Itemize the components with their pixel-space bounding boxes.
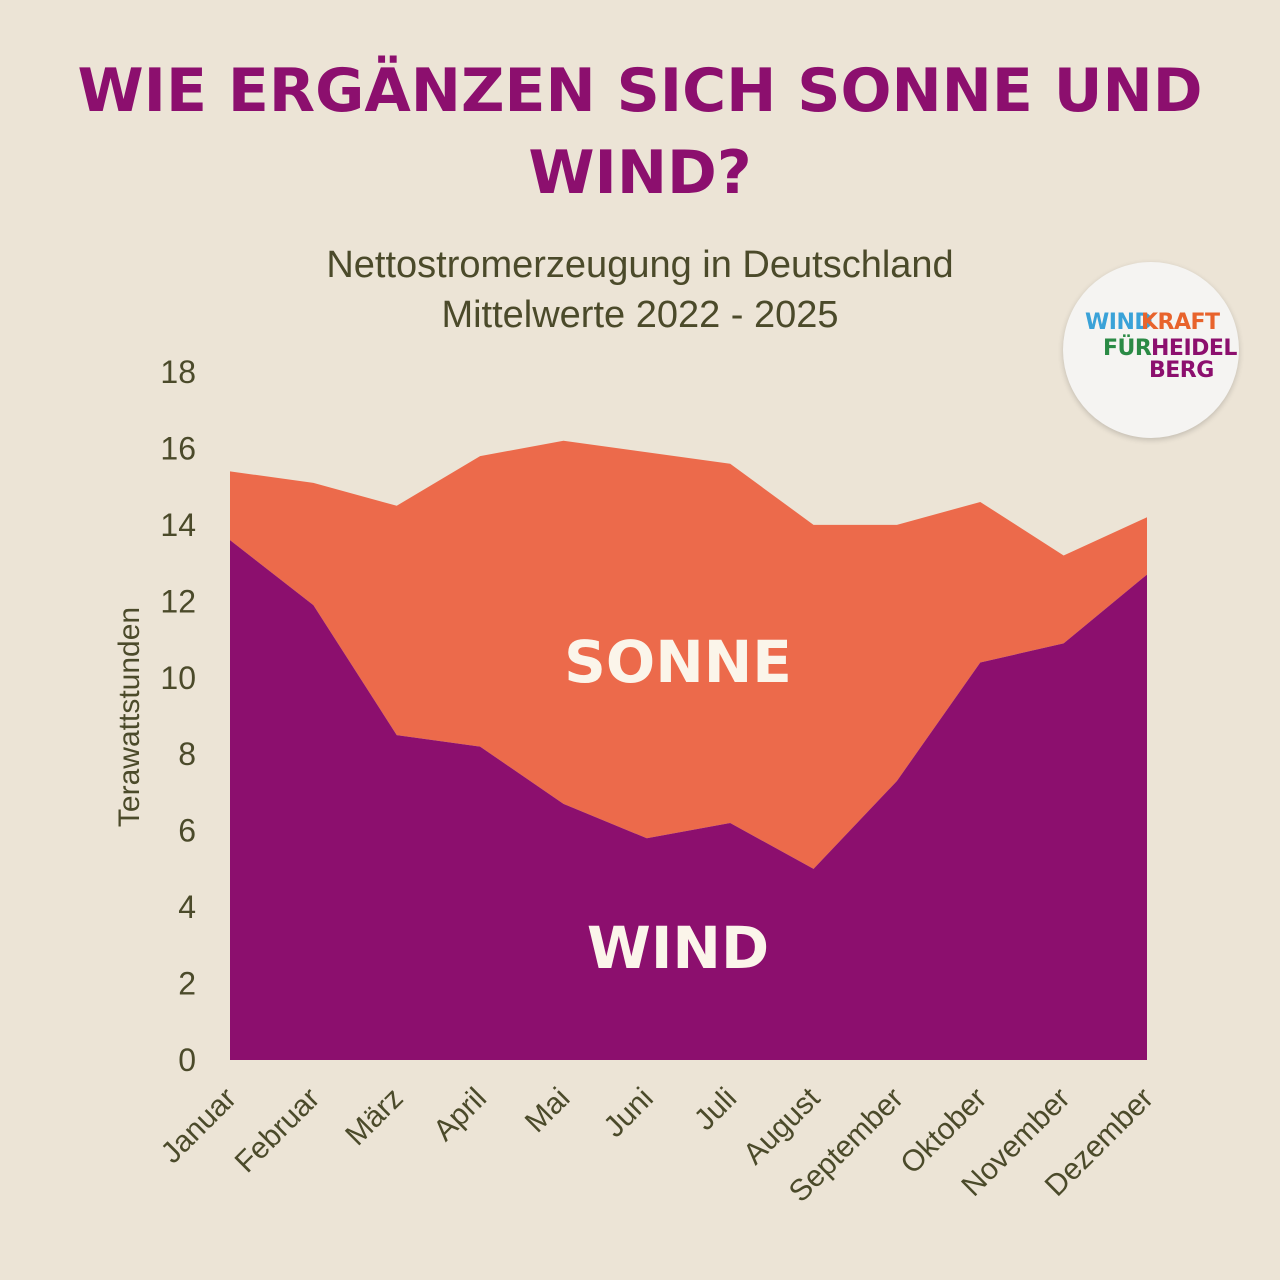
x-tick-label: März: [339, 1082, 409, 1152]
wind-area-label: WIND: [587, 914, 769, 982]
x-tick-label: Juli: [688, 1082, 743, 1137]
y-tick-label: 16: [160, 430, 196, 466]
x-tick-label: Februar: [229, 1082, 327, 1180]
x-tick-label: April: [427, 1082, 493, 1148]
sonne-area: [230, 440, 1147, 869]
sonne-area-label: SONNE: [564, 628, 792, 696]
y-axis-label: Terawattstunden: [113, 607, 146, 827]
logo-text-berg: BERG: [1149, 358, 1214, 383]
chart-subtitle-line-2: Mittelwerte 2022 - 2025: [441, 294, 839, 336]
y-tick-label: 14: [160, 507, 196, 543]
chart-title: WIE ERGÄNZEN SICH SONNE UND WIND?: [77, 56, 1203, 208]
y-axis-ticks: 0 2 4 6 8 10 12 14 16 18: [160, 354, 196, 1078]
x-tick-label: Juni: [598, 1082, 660, 1144]
y-tick-label: 2: [178, 966, 196, 1002]
y-tick-label: 18: [160, 354, 196, 390]
wind-area: [230, 540, 1147, 1060]
logo-text-kraft: KRAFT: [1141, 310, 1220, 335]
chart-areas: [230, 440, 1147, 1060]
y-tick-label: 8: [178, 736, 196, 772]
y-tick-label: 4: [178, 889, 196, 925]
logo-text-wind: WIND: [1085, 310, 1153, 335]
x-tick-label: Mai: [519, 1082, 577, 1140]
chart-subtitle-line-1: Nettostromerzeugung in Deutschland: [326, 244, 954, 286]
y-tick-label: 12: [160, 583, 196, 619]
y-tick-label: 0: [178, 1042, 196, 1078]
logo-text-fuer: FÜR: [1103, 336, 1152, 361]
windkraft-heidelberg-logo: WIND KRAFT FÜR HEIDEL BERG: [1063, 262, 1239, 438]
y-tick-label: 6: [178, 813, 196, 849]
y-tick-label: 10: [160, 660, 196, 696]
logo-text-heidel: HEIDEL: [1151, 336, 1237, 361]
